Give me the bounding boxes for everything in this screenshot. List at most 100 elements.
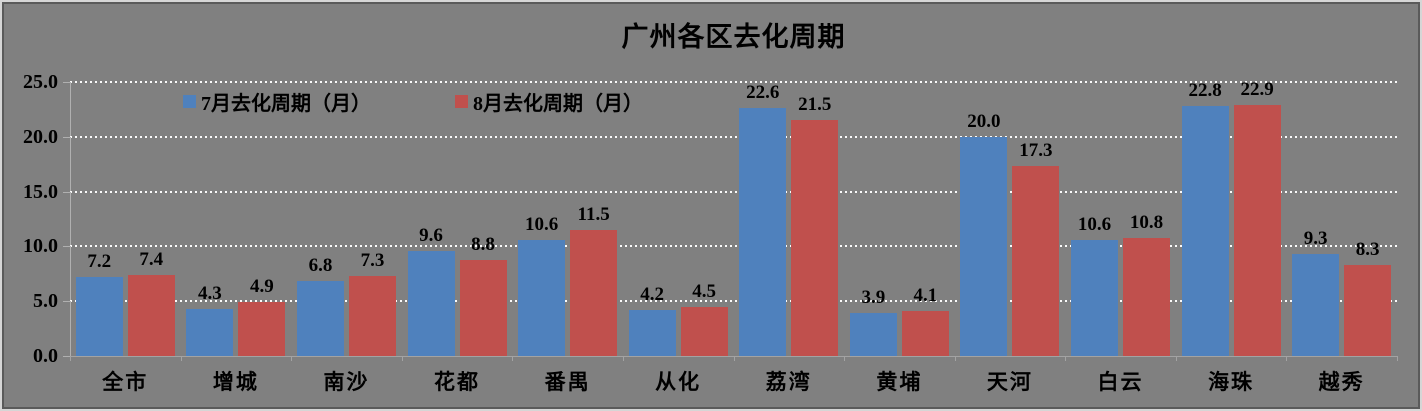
x-category-label-花都: 花都: [434, 370, 481, 394]
y-tick-mark: [63, 82, 71, 83]
bar-value-label: 22.8: [1188, 80, 1222, 102]
bar-value-label: 8.8: [471, 233, 495, 255]
bar-value-label: 4.9: [249, 276, 274, 298]
bar-value-label: 10.6: [1077, 213, 1112, 235]
bar-series1-天河[interactable]: 20.0: [960, 111, 1008, 356]
bar-value-label: 9.3: [1303, 228, 1328, 250]
bar-series2-全市[interactable]: 7.4: [127, 249, 175, 356]
bar-series2-天河[interactable]: 17.3: [1012, 141, 1060, 356]
bar-series1-南沙[interactable]: 6.8: [296, 256, 344, 356]
x-category-label-增城: 增城: [212, 370, 259, 394]
y-tick-label: 5.0: [33, 290, 58, 313]
bar-group-花都: 9.6 8.8: [402, 82, 513, 356]
bar-series2-番禺[interactable]: 11.5: [570, 204, 618, 356]
bar-value-label: 8.3: [1355, 239, 1380, 261]
bar-group-白云: 10.6 10.8: [1065, 82, 1176, 356]
y-tick-mark: [63, 136, 71, 138]
x-category-label-荔湾: 荔湾: [765, 370, 812, 394]
bar-group-海珠: 22.8 22.9: [1176, 80, 1287, 356]
bar-series2-花都[interactable]: 8.8: [459, 234, 507, 356]
x-tick-mark: [512, 356, 513, 361]
legend-label: 7月去化周期（月）: [201, 93, 371, 115]
bar-group-全市: 7.2 7.4: [70, 82, 181, 356]
bar-group-番禺: 10.6 11.5: [512, 82, 623, 356]
y-tick-label: 25.0: [23, 71, 58, 93]
x-category-label-黄埔: 黄埔: [876, 370, 923, 394]
bar-group-增城: 4.3 4.9: [181, 82, 292, 356]
bar-series1-全市[interactable]: 7.2: [75, 252, 123, 356]
x-tick-mark: [734, 356, 735, 361]
bar-group-越秀: 9.3 8.3: [1286, 82, 1397, 356]
bar-series1-海珠[interactable]: 22.8: [1181, 81, 1229, 356]
bar-value-label: 4.1: [913, 285, 938, 307]
legend-swatch-icon: [455, 95, 468, 108]
x-tick-mark: [1065, 356, 1066, 361]
bar-series2-南沙[interactable]: 7.3: [348, 251, 396, 356]
x-axis-baseline: [70, 356, 1397, 357]
x-tick-mark: [844, 356, 845, 361]
legend: 7月去化周期（月） 8月去化周期（月）: [183, 87, 643, 116]
bar-value-label: 4.5: [692, 280, 717, 302]
legend-item-1[interactable]: 7月去化周期（月）: [183, 87, 371, 116]
y-tick-mark: [63, 191, 71, 193]
bar-series1-番禺[interactable]: 10.6: [518, 214, 566, 356]
x-category-label-番禺: 番禺: [544, 370, 591, 394]
x-category-label-越秀: 越秀: [1318, 370, 1365, 394]
bar-value-label: 7.3: [360, 250, 385, 271]
bar-value-label: 4.2: [640, 283, 665, 305]
bar-value-label: 7.4: [139, 248, 164, 270]
bar-series2-从化[interactable]: 4.5: [680, 281, 728, 356]
x-tick-mark: [1397, 356, 1398, 361]
gridline-15: [70, 190, 1397, 193]
x-axis-labels: 全市 增城 南沙 花都 番禺 从化 荔湾 黄埔 天河 白云 海珠 越秀: [70, 366, 1397, 396]
y-tick-mark: [63, 246, 71, 248]
bar-group-南沙: 6.8 7.3: [291, 82, 402, 356]
bar-series2-越秀[interactable]: 8.3: [1344, 240, 1392, 356]
y-tick-label: 20.0: [23, 125, 58, 148]
bar-value-label: 20.0: [967, 110, 1001, 132]
bar-series1-越秀[interactable]: 9.3: [1292, 229, 1340, 356]
y-tick-mark: [63, 356, 71, 357]
bar-series2-增城[interactable]: 4.9: [238, 277, 286, 356]
y-axis-line: [70, 82, 71, 356]
legend-label: 8月去化周期（月）: [473, 93, 643, 115]
x-tick-mark: [1286, 356, 1287, 361]
bar-group-荔湾: 22.6 21.5: [733, 82, 844, 356]
bar-series1-荔湾[interactable]: 22.6: [739, 83, 787, 356]
bar-group-黄埔: 3.9 4.1: [844, 82, 955, 356]
gridline-20: [70, 135, 1397, 138]
x-tick-mark: [402, 356, 403, 361]
y-tick-label: 15.0: [23, 180, 58, 203]
bar-series1-黄埔[interactable]: 3.9: [849, 288, 897, 356]
bar-value-label: 9.6: [419, 224, 443, 246]
bar-value-label: 11.5: [577, 203, 610, 225]
bar-series2-荔湾[interactable]: 21.5: [791, 95, 839, 356]
bar-value-label: 21.5: [798, 94, 832, 116]
bar-series1-花都[interactable]: 9.6: [407, 225, 455, 356]
bar-value-label: 22.6: [746, 82, 780, 104]
y-tick-label: 0.0: [33, 345, 58, 367]
x-category-label-从化: 从化: [655, 370, 702, 394]
x-category-label-南沙: 南沙: [323, 370, 370, 394]
chart-title: 广州各区去化周期: [621, 22, 846, 52]
x-tick-mark: [291, 356, 292, 361]
bar-series2-黄埔[interactable]: 4.1: [901, 286, 949, 356]
bar-value-label: 6.8: [308, 255, 333, 277]
y-tick-label: 10.0: [23, 235, 58, 258]
x-category-label-全市: 全市: [102, 370, 149, 394]
bar-series1-从化[interactable]: 4.2: [628, 284, 676, 356]
bar-series2-白云[interactable]: 10.8: [1122, 212, 1170, 356]
bar-value-label: 22.9: [1240, 79, 1274, 101]
bar-value-label: 17.3: [1019, 140, 1053, 162]
x-tick-mark: [955, 356, 956, 361]
bar-value-label: 10.6: [524, 213, 559, 235]
plot-area: 7.2 7.4 4.3 4.9 6.8 7.3 9.6 8.8 10.6 11.5 4.2 4.5 22…: [70, 80, 1397, 356]
x-tick-mark: [181, 356, 182, 361]
gridline-10: [70, 245, 1397, 248]
bar-series1-白云[interactable]: 10.6: [1070, 214, 1118, 356]
bar-value-label: 10.8: [1129, 211, 1164, 233]
bar-series1-增城[interactable]: 4.3: [186, 283, 234, 356]
bar-series2-海珠[interactable]: 22.9: [1233, 80, 1281, 356]
legend-item-2[interactable]: 8月去化周期（月）: [455, 87, 643, 116]
